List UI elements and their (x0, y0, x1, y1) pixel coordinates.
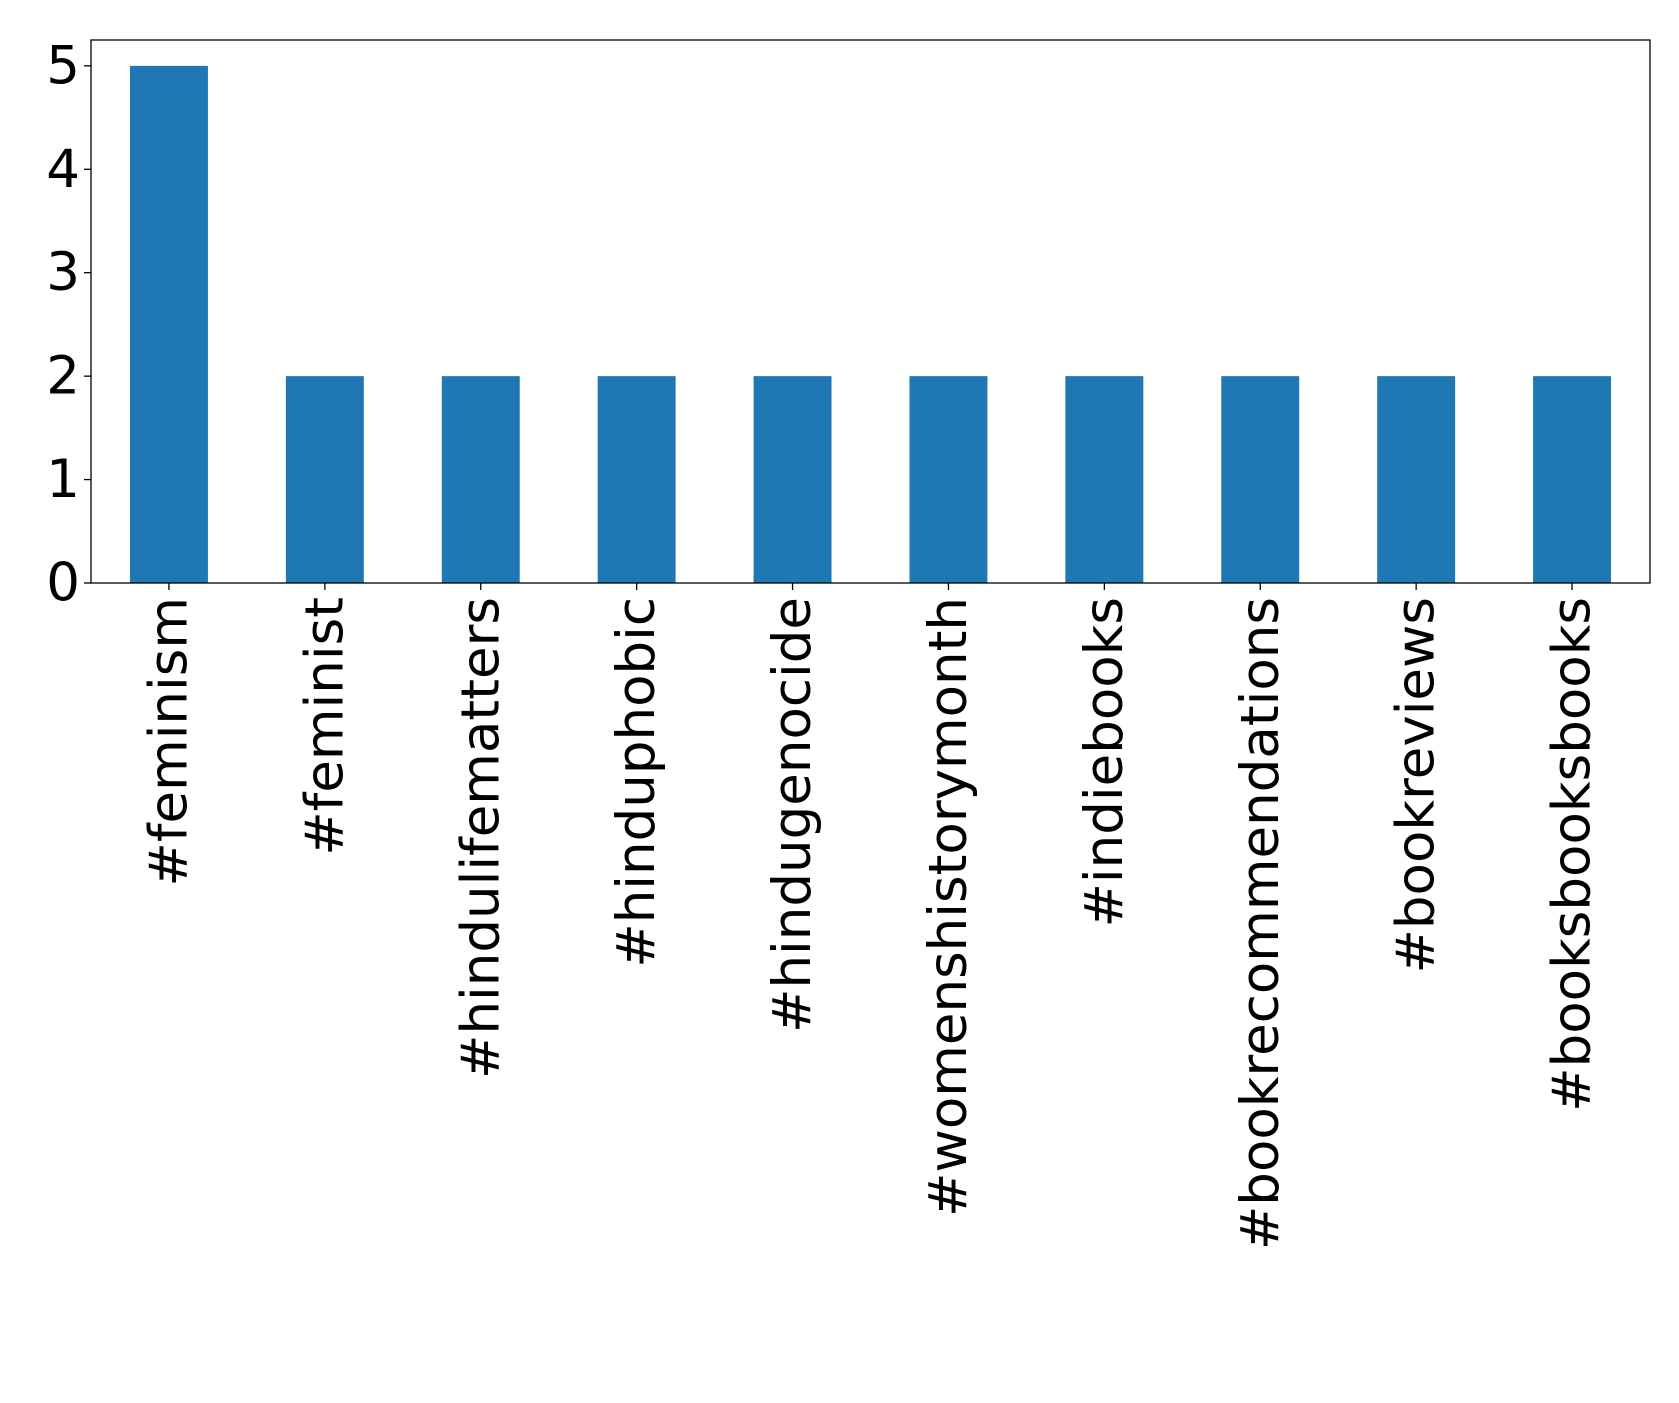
bar-feminism (129, 65, 208, 584)
bar-hindulifematters (441, 376, 520, 583)
x-axis: #feminism #feminist #hindulifematters #hind… (138, 583, 1603, 1250)
bar-indiebooks (1065, 376, 1144, 583)
x-tick-label: #indiebooks (1074, 597, 1135, 928)
y-tick-label: 1 (46, 449, 80, 510)
plot-area-frame (90, 39, 1651, 584)
y-tick-label: 4 (46, 139, 80, 200)
bars-group (129, 65, 1612, 584)
x-tick-label: #bookrecommendations (1230, 597, 1291, 1250)
x-tick-label: #hindulifematters (450, 597, 511, 1079)
bar-booksbooksbooks (1533, 376, 1612, 583)
y-tick-label: 2 (46, 346, 80, 407)
bar-feminist (285, 376, 364, 583)
x-tick-label: #feminism (138, 597, 199, 887)
y-axis: 0 1 2 3 4 5 (46, 35, 91, 614)
bar-bookreviews (1377, 376, 1456, 583)
bar-bookrecommendations (1221, 376, 1300, 583)
y-tick-label: 3 (46, 242, 80, 303)
bar-hinduphobic (597, 376, 676, 583)
x-tick-label: #womenshistorymonth (918, 597, 979, 1217)
y-tick-label: 5 (46, 35, 80, 96)
x-tick-label: #bookreviews (1386, 597, 1447, 974)
y-tick-label: 0 (46, 553, 80, 614)
x-tick-label: #feminist (294, 597, 355, 856)
bar-hindugenocide (753, 376, 832, 583)
x-tick-label: #hinduphobic (606, 597, 667, 968)
x-tick-label: #hindugenocide (762, 597, 823, 1033)
x-tick-label: #booksbooksbooks (1542, 597, 1603, 1112)
bar-womenshistorymonth (909, 376, 988, 583)
